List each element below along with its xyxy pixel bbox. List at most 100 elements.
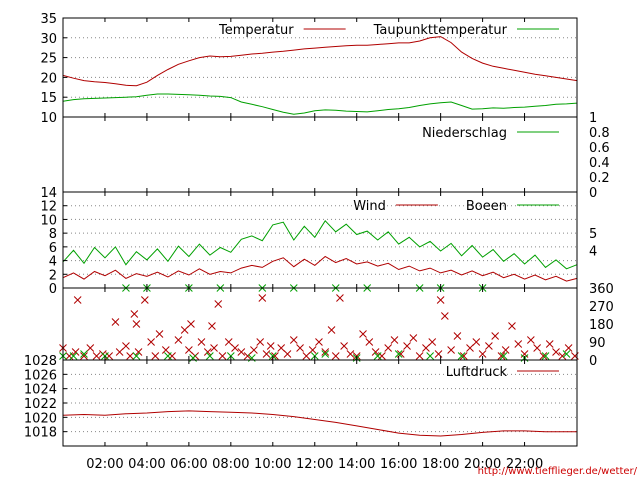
wind-direction-point: [394, 350, 403, 358]
wind-right-tick-label: 5: [589, 227, 597, 242]
credit-link[interactable]: http://www.tiefflieger.de/wetter/: [478, 466, 638, 477]
wind-direction-point: [384, 344, 393, 352]
precipitation-ytick-label: 0.4: [589, 156, 610, 171]
wind-right-tick-label: 4: [589, 244, 597, 259]
wind-direction-point: [552, 348, 560, 356]
wind-direction-point: [365, 338, 374, 346]
chart-grids: [63, 37, 577, 433]
wind-direction-point: [315, 338, 323, 346]
wind-direction-point: [111, 318, 120, 326]
wind-direction-point: [526, 336, 535, 344]
wind-direction-point: [415, 352, 424, 360]
chart-frames: [62, 17, 578, 447]
wind-ytick-label: 10: [40, 213, 57, 228]
temperature-legend-label: Temperatur: [218, 23, 294, 38]
pressure-ytick-label: 1020: [24, 411, 57, 426]
wind-direction-point: [161, 346, 170, 354]
wind-direction-point: [86, 344, 95, 352]
wind-direction-point: [126, 352, 134, 360]
wind-direction-point: [80, 350, 88, 358]
precipitation-ytick-label: 0.2: [589, 171, 610, 186]
precipitation-ytick-label: 0: [589, 186, 597, 201]
x-tick-label: 04:00: [128, 457, 165, 472]
temperature-ytick-label: 15: [40, 91, 57, 106]
wind-direction-point: [185, 346, 193, 354]
wind-ytick-label: 12: [40, 200, 57, 215]
x-tick-label: 08:00: [212, 457, 249, 472]
wind-direction-point: [426, 352, 434, 360]
wind-direction-point: [115, 348, 124, 356]
wind-direction-point: [539, 352, 548, 360]
wind-direction-point: [155, 330, 164, 338]
wind-direction-point: [321, 348, 330, 356]
wind-direction-point: [277, 344, 286, 352]
pressure-ytick-label: 1028: [24, 354, 57, 369]
wind-direction-point: [403, 342, 411, 350]
wind-direction-point: [545, 340, 554, 348]
wind-direction-point: [466, 344, 474, 352]
x-tick-label: 10:00: [254, 457, 291, 472]
pressure-ytick-label: 1024: [24, 383, 57, 398]
wind-ytick-label: 4: [49, 255, 57, 270]
temperature-series-line: [62, 93, 578, 115]
wind-direction-point: [346, 350, 355, 358]
x-tick-label: 02:00: [86, 457, 123, 472]
wind-direction-ytick-label: 0: [589, 354, 597, 369]
wind-direction-point: [340, 342, 348, 350]
temperature-ytick-label: 20: [40, 71, 57, 86]
wind-direction-point: [541, 352, 550, 360]
wind-direction-point: [174, 336, 183, 344]
wind-ytick-label: 14: [40, 186, 57, 201]
wind-direction-point: [472, 338, 481, 346]
wind-direction-point: [164, 352, 172, 360]
wind-direction-point: [180, 326, 189, 334]
wind-direction-point: [440, 312, 449, 320]
wind-direction-point: [73, 296, 82, 304]
wind-direction-point: [457, 352, 466, 360]
wind-direction-point: [459, 352, 468, 360]
temperature-ytick-label: 30: [40, 32, 57, 47]
chart-legends: Taupunkttemperatur Temperatur Niederschlag…: [218, 23, 559, 380]
wind-ytick-label: 8: [49, 227, 57, 242]
pressure-legend-label: Luftdruck: [446, 365, 508, 380]
wind-direction-point: [485, 342, 493, 350]
wind-direction-point: [130, 310, 139, 318]
wind-direction-point: [256, 338, 265, 346]
wind-direction-point: [231, 344, 239, 352]
wind-direction-point: [308, 346, 317, 354]
wind-direction-point: [203, 348, 212, 356]
x-tick-label: 14:00: [338, 457, 375, 472]
wind-direction-point: [359, 330, 367, 338]
chart-ticks: 10152025303500.20.40.60.8102468101214450…: [24, 12, 614, 441]
wind-direction-point: [243, 352, 252, 360]
x-axis: 02:00 04:00 06:00 08:00 10:00 12:00 14:00 16:00…: [86, 18, 543, 472]
wind-direction-point: [499, 352, 508, 360]
wind-direction-point: [197, 338, 206, 346]
wind-direction-point: [224, 338, 233, 346]
wind-direction-point: [266, 342, 275, 350]
wind-direction-point: [258, 294, 267, 302]
wind-direction-point: [558, 352, 567, 360]
wind-direction-point: [134, 348, 143, 356]
wind-direction-point: [147, 338, 155, 346]
wind-series-line: [62, 219, 578, 270]
wind-direction-point: [478, 350, 487, 358]
x-tick-label: 22:00: [506, 457, 543, 472]
wind-direction-point: [501, 346, 510, 354]
wind-direction-point: [69, 352, 78, 360]
wind-direction-point: [533, 344, 541, 352]
wind-direction-point: [508, 322, 516, 330]
wind-direction-panel-frame: [62, 287, 578, 361]
wind-direction-point: [331, 352, 340, 360]
wind-direction-ytick-label: 270: [589, 300, 614, 315]
wind-direction-point: [390, 336, 399, 344]
wind-direction-point: [237, 348, 246, 356]
x-tick-label: 20:00: [464, 457, 501, 472]
wind-ytick-label: 6: [49, 241, 57, 256]
wind-direction-point: [80, 352, 88, 360]
wind-direction-point: [132, 352, 141, 360]
wind-legend-label: Wind: [353, 199, 386, 214]
wind-direction-point: [187, 320, 195, 328]
precipitation-ytick-label: 0.8: [589, 126, 610, 141]
